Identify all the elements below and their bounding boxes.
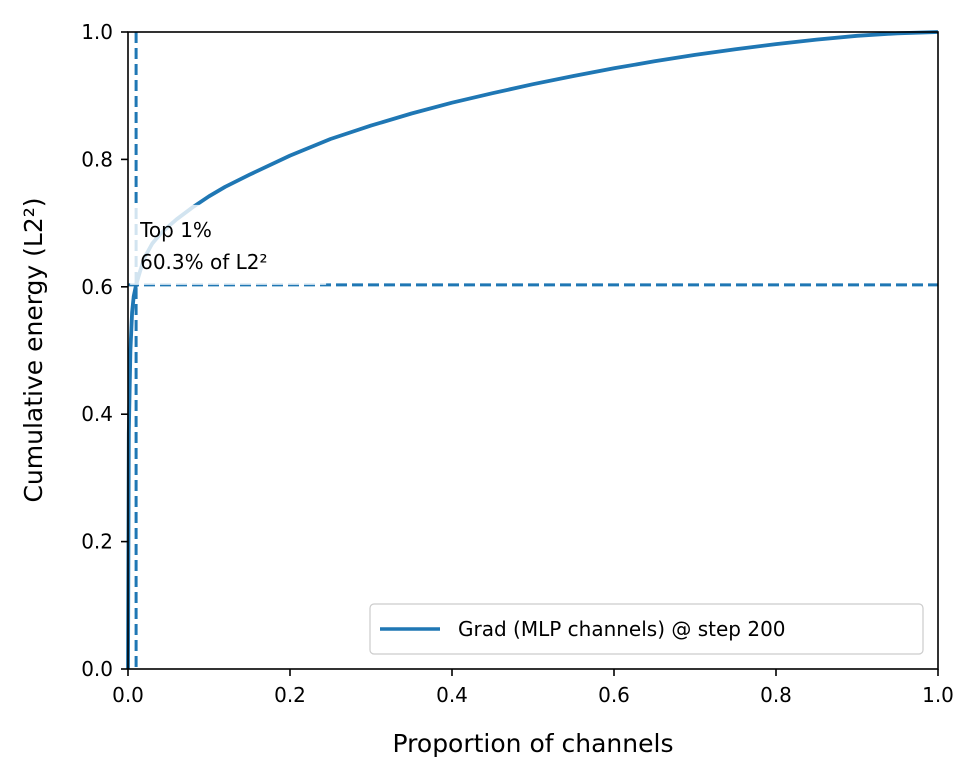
x-tick-label: 0.4 bbox=[436, 683, 468, 707]
y-axis-label: Cumulative energy (L2²) bbox=[19, 197, 48, 502]
x-tick-label: 0.6 bbox=[598, 683, 630, 707]
legend: Grad (MLP channels) @ step 200 bbox=[369, 603, 924, 655]
annotation-line-1: Top 1% bbox=[139, 218, 212, 242]
x-tick-label: 1.0 bbox=[922, 683, 954, 707]
x-tick-label: 0.0 bbox=[112, 683, 144, 707]
axes-frame bbox=[127, 31, 939, 670]
legend-series-label: Grad (MLP channels) @ step 200 bbox=[458, 617, 786, 641]
y-tick-label: 0.6 bbox=[81, 275, 113, 299]
y-axis-ticks: 0.0 0.2 0.4 0.6 0.8 1.0 bbox=[81, 20, 128, 681]
x-tick-label: 0.8 bbox=[760, 683, 792, 707]
annotation-box bbox=[130, 204, 327, 285]
y-tick-label: 0.0 bbox=[81, 657, 113, 681]
axes-background bbox=[128, 32, 938, 669]
y-tick-label: 0.8 bbox=[81, 147, 113, 171]
legend-box bbox=[369, 603, 924, 655]
x-axis-label: Proportion of channels bbox=[393, 729, 674, 758]
y-tick-label: 0.2 bbox=[81, 530, 113, 554]
x-tick-label: 0.2 bbox=[274, 683, 306, 707]
y-tick-label: 0.4 bbox=[81, 402, 113, 426]
plot-area: Top 1% 60.3% of L2² bbox=[126, 30, 939, 670]
annotation-line-2: 60.3% of L2² bbox=[140, 250, 267, 274]
x-axis-ticks: 0.0 0.2 0.4 0.6 0.8 1.0 bbox=[112, 669, 954, 707]
annotation-layer: Top 1% 60.3% of L2² bbox=[130, 204, 327, 285]
y-tick-label: 1.0 bbox=[81, 20, 113, 44]
